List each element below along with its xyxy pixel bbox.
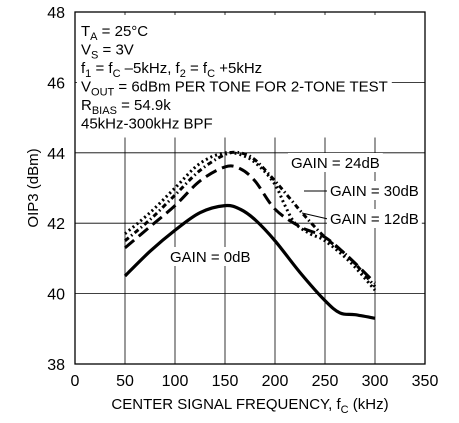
x-axis-label: CENTER SIGNAL FREQUENCY, fC (kHz) <box>111 396 388 416</box>
condition-text: = 25°C <box>98 23 149 40</box>
y-tick-label: 38 <box>47 357 65 374</box>
x-tick-label: 50 <box>116 373 134 390</box>
label-leader-line <box>301 212 329 220</box>
y-tick-label: 40 <box>47 287 65 304</box>
condition-subscript: S <box>91 50 98 62</box>
condition-text: 45kHz-300kHz BPF <box>81 116 213 133</box>
condition-line: TA = 25°C <box>81 23 148 43</box>
x-axis-label-unit: (kHz) <box>349 396 389 413</box>
conditions-background <box>77 15 392 138</box>
x-tick-label: 300 <box>362 373 389 390</box>
series-label: GAIN = 12dB <box>330 211 419 228</box>
y-tick-label: 48 <box>47 5 65 22</box>
condition-line: RBIAS = 54.9k <box>81 97 171 117</box>
y-tick-label: 46 <box>47 75 65 92</box>
condition-text: V <box>81 42 91 59</box>
condition-text: = 3V <box>98 42 133 59</box>
condition-subscript: OUT <box>91 87 115 99</box>
condition-text: –5kHz, f <box>121 60 181 77</box>
condition-text: = 6dBm PER TONE FOR 2-TONE TEST <box>114 79 388 96</box>
condition-subscript: C <box>207 68 215 80</box>
plot-frame <box>74 11 426 365</box>
series-labels: GAIN = 0dB GAIN = 12dB GAIN = 24dB GAIN = 3… <box>167 153 422 266</box>
condition-line: 45kHz-300kHz BPF <box>81 116 213 133</box>
series-label: GAIN = 30dB <box>330 183 419 200</box>
condition-text: f <box>81 60 86 77</box>
condition-subscript: A <box>90 31 98 43</box>
series-label-background <box>167 247 254 266</box>
series-label-background <box>327 181 422 200</box>
condition-text: R <box>81 97 92 114</box>
series-lines <box>123 150 377 320</box>
series-label-background <box>288 153 383 172</box>
condition-text: = 54.9k <box>117 97 171 114</box>
y-axis-label: OIP3 (dBm) <box>25 148 42 227</box>
series-line-gain-24db <box>124 150 377 288</box>
series-line-gain-30db <box>124 151 377 292</box>
condition-text: V <box>81 79 91 96</box>
condition-subscript: C <box>113 68 121 80</box>
condition-line: VOUT = 6dBm PER TONE FOR 2-TONE TEST <box>81 79 388 99</box>
x-tick-label: 0 <box>71 373 80 390</box>
x-tick-label: 350 <box>412 373 439 390</box>
series-label-background <box>327 209 422 228</box>
condition-line: f1 = fC –5kHz, f2 = fC +5kHz <box>81 60 262 80</box>
y-tick-label: 42 <box>47 216 65 233</box>
condition-subscript: 2 <box>180 68 186 80</box>
condition-subscript: 1 <box>85 68 91 80</box>
series-label: GAIN = 24dB <box>291 155 380 172</box>
y-tick-labels: 38 40 42 44 46 48 <box>47 5 65 374</box>
series-line-gain-0db <box>123 203 376 320</box>
x-tick-labels: 0 50 100 150 200 250 300 350 <box>71 373 439 390</box>
condition-text: = f <box>186 60 208 77</box>
condition-text: +5kHz <box>215 60 262 77</box>
condition-text: = f <box>91 60 113 77</box>
x-tick-label: 200 <box>262 373 289 390</box>
condition-text: T <box>81 23 90 40</box>
x-tick-label: 250 <box>312 373 339 390</box>
condition-line: VS = 3V <box>81 42 134 62</box>
y-tick-label: 44 <box>47 146 65 163</box>
x-tick-label: 150 <box>212 373 239 390</box>
x-axis-label-subscript: C <box>341 404 349 416</box>
series-label: GAIN = 0dB <box>170 249 250 266</box>
x-tick-label: 100 <box>162 373 189 390</box>
condition-subscript: BIAS <box>92 105 117 117</box>
